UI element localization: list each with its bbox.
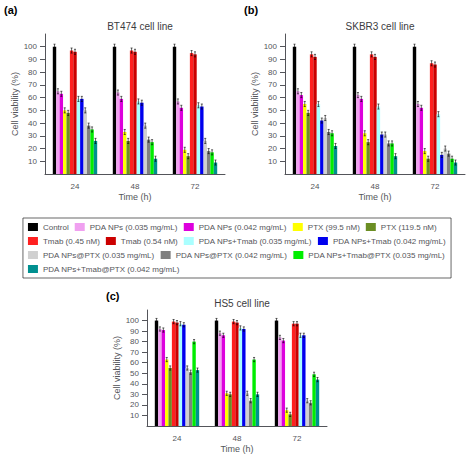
svg-text:80: 80 xyxy=(28,68,37,77)
svg-text:30: 30 xyxy=(130,390,139,399)
svg-text:10: 10 xyxy=(28,157,37,166)
svg-text:PDA NPs (0.035 mg/mL): PDA NPs (0.035 mg/mL) xyxy=(90,223,178,232)
svg-text:70: 70 xyxy=(28,80,37,89)
svg-text:PTX (119.5 nM): PTX (119.5 nM) xyxy=(381,223,437,232)
svg-text:PDA NPs+Tmab (0.035 mg/mL): PDA NPs+Tmab (0.035 mg/mL) xyxy=(199,237,312,246)
svg-text:PDA NPs@PTX (0.042 mg/mL): PDA NPs@PTX (0.042 mg/mL) xyxy=(176,251,288,260)
svg-text:20: 20 xyxy=(268,144,277,153)
svg-text:10: 10 xyxy=(268,157,277,166)
svg-text:Cell viability (%): Cell viability (%) xyxy=(250,72,260,136)
svg-text:BT474 cell line: BT474 cell line xyxy=(107,21,173,32)
svg-text:PDA NPs+Tmab (0.042 mg/mL): PDA NPs+Tmab (0.042 mg/mL) xyxy=(333,237,446,246)
svg-text:HS5 cell line: HS5 cell line xyxy=(214,298,270,309)
svg-text:PDA NPs+Tmab@PTX (0.042 mg/mL): PDA NPs+Tmab@PTX (0.042 mg/mL) xyxy=(43,265,180,274)
svg-text:30: 30 xyxy=(268,131,277,140)
svg-text:70: 70 xyxy=(130,348,139,357)
svg-text:50: 50 xyxy=(28,106,37,115)
svg-text:Time (h): Time (h) xyxy=(358,192,391,202)
svg-text:PDA NPs+Tmab@PTX (0.035 mg/mL): PDA NPs+Tmab@PTX (0.035 mg/mL) xyxy=(308,251,445,260)
svg-text:10: 10 xyxy=(130,411,139,420)
svg-text:PTX (99.5 nM): PTX (99.5 nM) xyxy=(308,223,360,232)
svg-text:48: 48 xyxy=(233,434,242,443)
svg-text:Cell viability (%): Cell viability (%) xyxy=(112,336,122,400)
svg-text:90: 90 xyxy=(130,327,139,336)
svg-text:80: 80 xyxy=(268,68,277,77)
svg-text:Tmab (0.54 nM): Tmab (0.54 nM) xyxy=(121,237,178,246)
svg-text:Tmab (0.45 nM): Tmab (0.45 nM) xyxy=(43,237,100,246)
svg-text:Time (h): Time (h) xyxy=(220,444,253,454)
svg-text:40: 40 xyxy=(28,119,37,128)
svg-text:48: 48 xyxy=(131,182,140,191)
svg-text:60: 60 xyxy=(28,93,37,102)
svg-text:Control: Control xyxy=(43,223,69,232)
svg-text:SKBR3 cell line: SKBR3 cell line xyxy=(346,21,415,32)
svg-text:100: 100 xyxy=(24,42,38,51)
svg-text:72: 72 xyxy=(431,182,440,191)
svg-text:40: 40 xyxy=(130,379,139,388)
svg-text:40: 40 xyxy=(268,119,277,128)
svg-text:90: 90 xyxy=(28,55,37,64)
svg-text:30: 30 xyxy=(28,131,37,140)
svg-text:20: 20 xyxy=(28,144,37,153)
svg-text:100: 100 xyxy=(264,42,278,51)
svg-text:(c): (c) xyxy=(106,290,120,302)
svg-text:24: 24 xyxy=(173,434,182,443)
svg-text:(a): (a) xyxy=(4,4,18,16)
svg-text:Time (h): Time (h) xyxy=(118,192,151,202)
svg-text:100: 100 xyxy=(126,316,140,325)
svg-text:PDA NPs (0.042 mg/mL): PDA NPs (0.042 mg/mL) xyxy=(199,223,287,232)
svg-text:(b): (b) xyxy=(244,4,258,16)
svg-text:60: 60 xyxy=(268,93,277,102)
svg-text:72: 72 xyxy=(293,434,302,443)
svg-text:60: 60 xyxy=(130,358,139,367)
svg-text:48: 48 xyxy=(371,182,380,191)
svg-text:50: 50 xyxy=(268,106,277,115)
svg-text:72: 72 xyxy=(191,182,200,191)
svg-text:80: 80 xyxy=(130,337,139,346)
svg-text:90: 90 xyxy=(268,55,277,64)
svg-text:20: 20 xyxy=(130,400,139,409)
svg-text:24: 24 xyxy=(311,182,320,191)
svg-text:24: 24 xyxy=(71,182,80,191)
svg-text:50: 50 xyxy=(130,369,139,378)
svg-text:PDA NPs@PTX (0.035 mg/mL): PDA NPs@PTX (0.035 mg/mL) xyxy=(43,251,155,260)
svg-text:70: 70 xyxy=(268,80,277,89)
svg-text:Cell viability (%): Cell viability (%) xyxy=(10,72,20,136)
